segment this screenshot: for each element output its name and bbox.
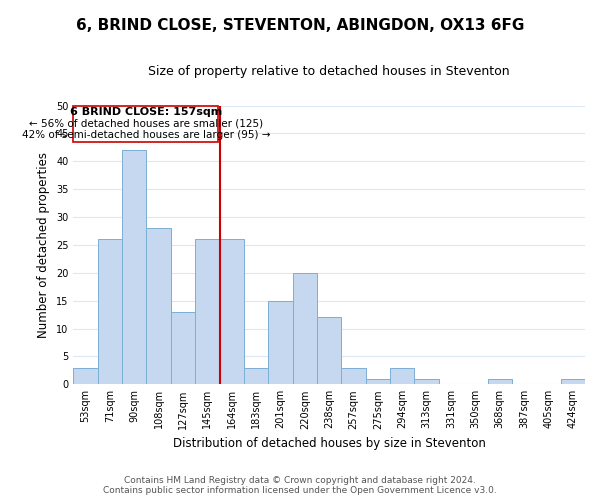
Bar xyxy=(293,273,317,384)
X-axis label: Distribution of detached houses by size in Steventon: Distribution of detached houses by size … xyxy=(173,437,485,450)
Bar xyxy=(366,378,390,384)
Bar xyxy=(122,150,146,384)
Bar xyxy=(73,106,218,142)
Bar xyxy=(390,368,415,384)
Text: 42% of semi-detached houses are larger (95) →: 42% of semi-detached houses are larger (… xyxy=(22,130,270,140)
Title: Size of property relative to detached houses in Steventon: Size of property relative to detached ho… xyxy=(148,65,510,78)
Bar xyxy=(415,378,439,384)
Bar xyxy=(317,318,341,384)
Bar xyxy=(268,300,293,384)
Bar xyxy=(73,368,98,384)
Y-axis label: Number of detached properties: Number of detached properties xyxy=(37,152,50,338)
Text: 6 BRIND CLOSE: 157sqm: 6 BRIND CLOSE: 157sqm xyxy=(70,107,222,117)
Bar xyxy=(560,378,585,384)
Bar xyxy=(195,240,220,384)
Text: 6, BRIND CLOSE, STEVENTON, ABINGDON, OX13 6FG: 6, BRIND CLOSE, STEVENTON, ABINGDON, OX1… xyxy=(76,18,524,32)
Text: Contains HM Land Registry data © Crown copyright and database right 2024.
Contai: Contains HM Land Registry data © Crown c… xyxy=(103,476,497,495)
Bar xyxy=(146,228,171,384)
Bar xyxy=(244,368,268,384)
Bar xyxy=(98,240,122,384)
Bar xyxy=(171,312,195,384)
Bar xyxy=(341,368,366,384)
Text: ← 56% of detached houses are smaller (125): ← 56% of detached houses are smaller (12… xyxy=(29,119,263,129)
Bar xyxy=(220,240,244,384)
Bar xyxy=(488,378,512,384)
